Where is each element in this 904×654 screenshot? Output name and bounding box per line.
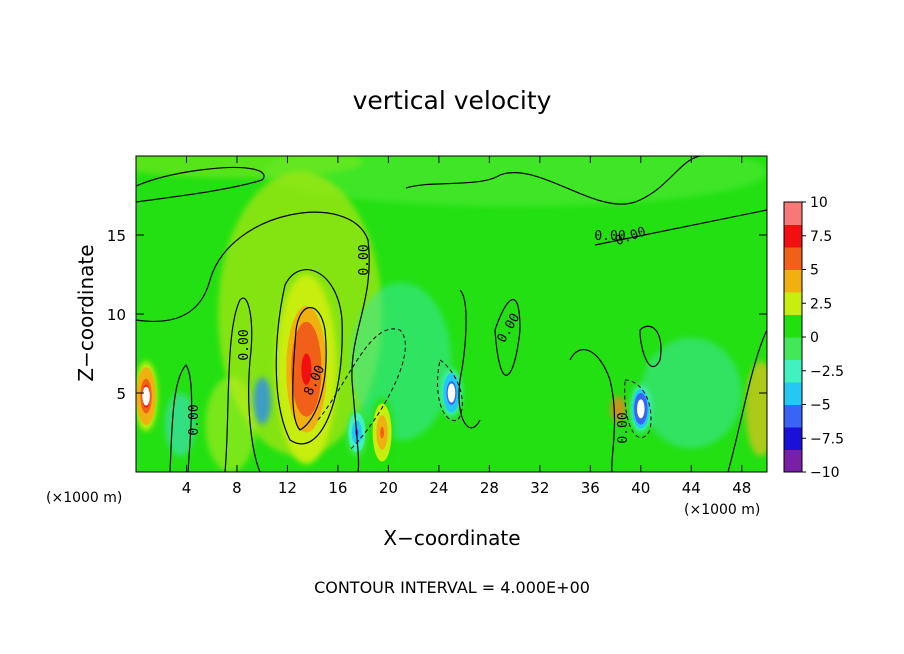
contour-line bbox=[458, 289, 481, 429]
chart-title: vertical velocity bbox=[352, 86, 552, 115]
contour-lines bbox=[136, 156, 767, 472]
feature-core bbox=[447, 383, 456, 403]
contour-line bbox=[639, 325, 662, 368]
contour-line-negative bbox=[624, 379, 652, 438]
contour-label: 0.00 bbox=[237, 329, 252, 360]
contour-line bbox=[136, 211, 370, 472]
contour-line bbox=[569, 349, 616, 472]
field-blob bbox=[640, 337, 742, 449]
contour-label: 0.00 bbox=[357, 244, 372, 275]
y-tick-label: 5 bbox=[116, 385, 126, 403]
field-blob bbox=[745, 361, 767, 457]
contour-line bbox=[275, 269, 343, 445]
colorbar-tick-label: 5 bbox=[810, 263, 819, 279]
x-tick-label: 12 bbox=[278, 479, 297, 497]
colorbar-tick-label: −10 bbox=[810, 465, 840, 481]
x-unit-label-right: (×1000 m) bbox=[684, 502, 761, 518]
field-blob bbox=[205, 377, 256, 472]
y-axis-label: Z−coordinate bbox=[74, 244, 98, 382]
x-tick-label: 20 bbox=[379, 479, 398, 497]
contour-label: 0.00 bbox=[187, 404, 202, 435]
colorbar-tick-label: 0 bbox=[810, 330, 819, 346]
x-tick-label: 44 bbox=[682, 479, 701, 497]
contour-label: 0.00 bbox=[594, 229, 625, 244]
x-tick-label: 40 bbox=[631, 479, 650, 497]
x-tick-label: 28 bbox=[480, 479, 499, 497]
colorbar-swatch bbox=[784, 269, 802, 293]
colorbar-swatch bbox=[784, 224, 802, 248]
feature-updraft bbox=[370, 397, 394, 468]
colorbar-swatch bbox=[784, 427, 802, 450]
colorbar-swatch bbox=[784, 359, 802, 383]
contour-line bbox=[494, 298, 521, 376]
x-tick-label: 36 bbox=[581, 479, 600, 497]
field-blob bbox=[253, 377, 272, 425]
x-tick-label: 8 bbox=[232, 479, 242, 497]
colorbar-swatch bbox=[784, 314, 802, 338]
feature-ring bbox=[301, 353, 312, 386]
contour-line bbox=[224, 297, 261, 472]
contour-line bbox=[136, 166, 265, 203]
contour-label: 0.00 bbox=[616, 412, 631, 443]
contour-line bbox=[405, 156, 701, 205]
contour-line bbox=[292, 307, 327, 431]
x-axis-label: X−coordinate bbox=[383, 526, 521, 550]
contour-line bbox=[594, 209, 767, 246]
feature-downdraft bbox=[441, 369, 462, 417]
contour-line bbox=[169, 364, 193, 472]
contour-line bbox=[727, 329, 767, 472]
feature-core bbox=[142, 386, 150, 406]
y-tick-label: 15 bbox=[107, 227, 126, 245]
contour-interval-note: CONTOUR INTERVAL = 4.000E+00 bbox=[314, 578, 590, 597]
colorbar-tick-label: −5 bbox=[810, 398, 831, 414]
colorbar: 10 7.5 5 2.5 0 −2.5 −5 −7.5 −10 bbox=[783, 195, 844, 481]
colorbar-swatch bbox=[784, 292, 802, 315]
x-tick-label: 24 bbox=[429, 479, 448, 497]
colorbar-swatch bbox=[784, 404, 802, 428]
colorbar-tick-label: −7.5 bbox=[810, 431, 844, 447]
colorbar-tick-label: 7.5 bbox=[810, 229, 832, 245]
velocity-field: 0.000.000.000.000.000.008.000.00 bbox=[136, 156, 767, 472]
field-blob bbox=[350, 282, 452, 441]
colorbar-swatch bbox=[784, 449, 802, 473]
x-tick-label: 4 bbox=[182, 479, 192, 497]
contour-line-negative bbox=[437, 359, 463, 422]
colorbar-swatch bbox=[784, 382, 802, 405]
x-tick-label: 48 bbox=[732, 479, 751, 497]
field-blob bbox=[165, 393, 196, 457]
x-unit-label-left: (×1000 m) bbox=[46, 490, 123, 506]
feature-updraft bbox=[276, 274, 337, 465]
colorbar-swatch bbox=[784, 202, 802, 225]
feature-downdraft bbox=[630, 385, 651, 433]
contour-line-negative bbox=[317, 328, 406, 451]
x-tick-label: 32 bbox=[530, 479, 549, 497]
x-tick-label: 16 bbox=[328, 479, 347, 497]
feature-ring bbox=[380, 426, 384, 439]
colorbar-tick-label: 10 bbox=[810, 195, 828, 211]
colorbar-tick-label: −2.5 bbox=[810, 364, 844, 380]
feature-core bbox=[637, 399, 645, 419]
field-blob bbox=[262, 156, 767, 207]
y-tick-label: 10 bbox=[107, 306, 126, 324]
feature-updraft bbox=[136, 361, 158, 431]
colorbar-swatch bbox=[784, 337, 802, 360]
colorbar-tick-label: 2.5 bbox=[810, 296, 832, 312]
colorbar-swatch bbox=[784, 247, 802, 270]
